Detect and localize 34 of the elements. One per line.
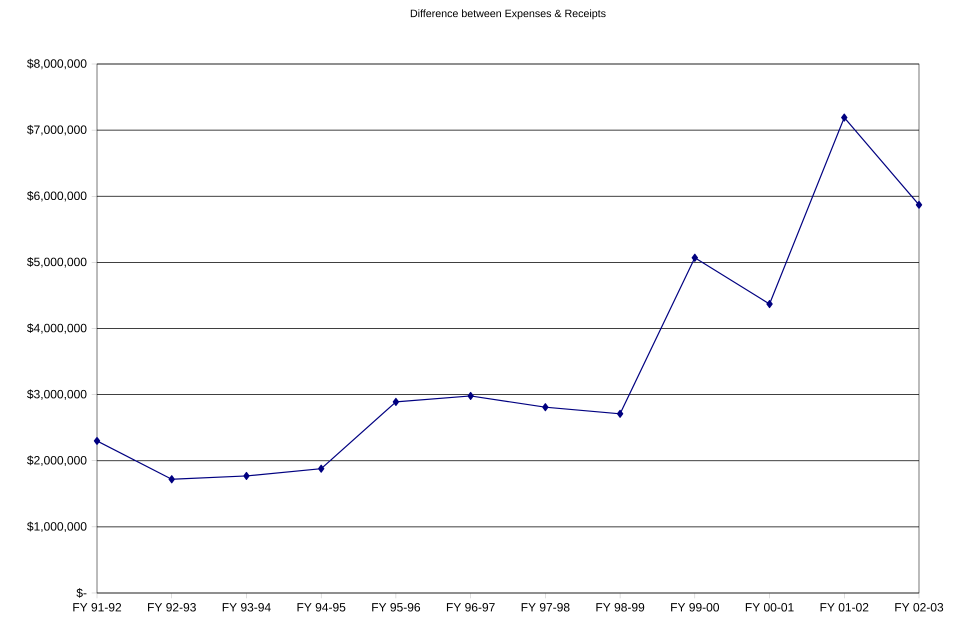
point [542,403,549,412]
x-tick-label: FY 98-99 [596,603,644,612]
point [616,410,624,418]
point [766,300,773,308]
y-tick-label: $3,000,000 [27,389,86,400]
point [916,200,922,209]
x-tick-label: FY 96-97 [446,603,495,612]
point [318,464,324,473]
y-tick-label: $2,000,000 [27,456,86,466]
x-tick-label: FY 00-01 [746,603,794,612]
x-tick-label: FY 01-02 [820,603,868,612]
x-tick-label: FY 99-00 [671,603,720,612]
point [392,398,400,406]
x-tick-label: FY 91-92 [73,603,122,612]
x-tick-label: FY 92-93 [148,603,196,612]
y-tick-label: $7,000,000 [27,124,86,136]
x-tick-label: FY 95-96 [372,603,420,612]
chart-title: Difference between Expenses & Receipts [410,9,606,20]
point [841,113,848,122]
x-tick-label: FY 02-03 [895,603,944,612]
point [168,475,175,484]
point [94,436,100,445]
y-tick-label: $8,000,000 [27,58,86,70]
point [243,472,250,480]
x-tick-label: FY 97-98 [522,603,570,612]
point [467,392,474,400]
y-tick-label: $6,000,000 [27,191,86,202]
x-tick-label: FY 94-95 [297,603,346,612]
y-tick-label: $4,000,000 [27,323,86,334]
x-tick-label: FY 93-94 [222,603,271,612]
y-tick-label: $- [76,588,86,598]
y-tick-label: $5,000,000 [27,257,86,268]
y-tick-label: $1,000,000 [27,522,86,532]
point [692,254,698,262]
